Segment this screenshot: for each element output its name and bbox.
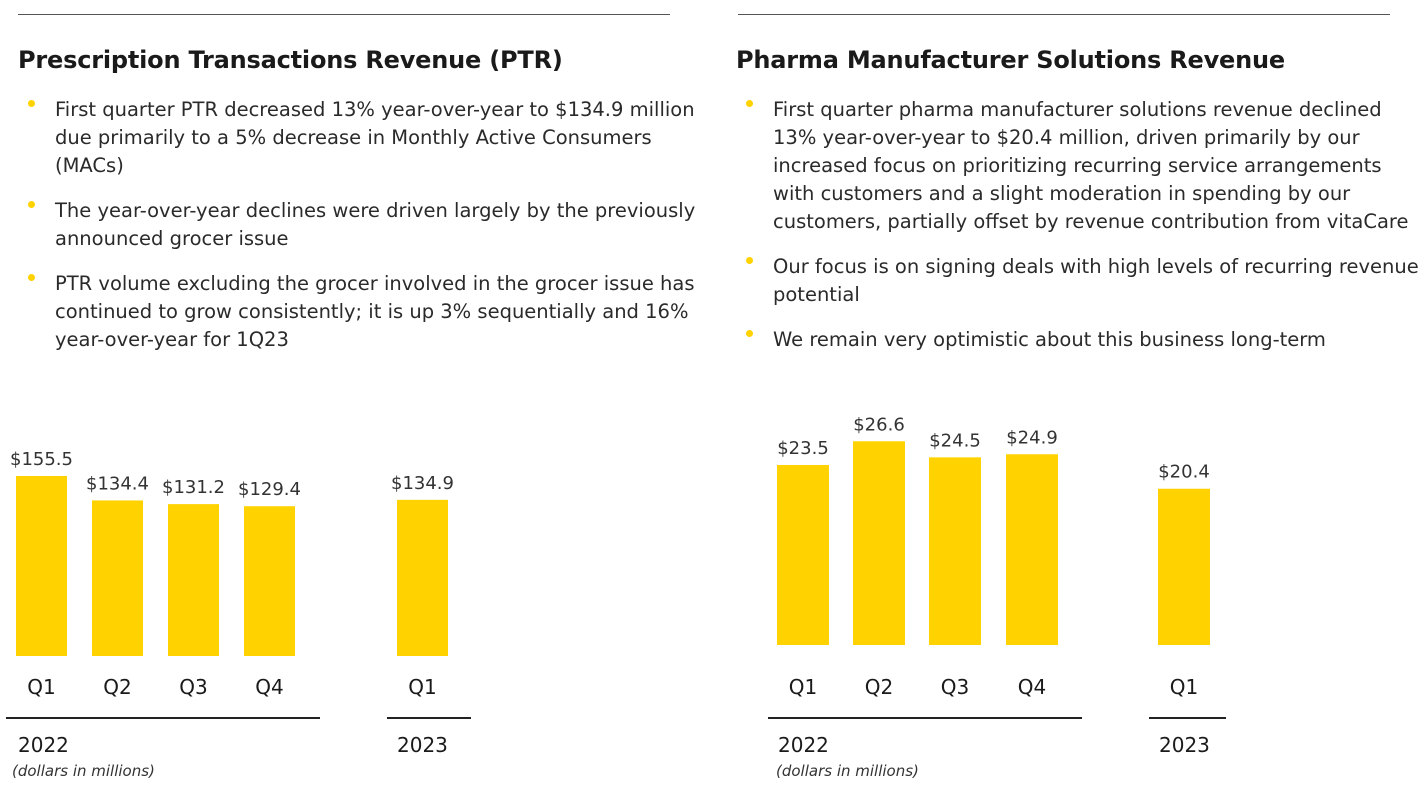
year-label: 2022	[18, 733, 69, 757]
data-label: $23.5	[777, 438, 829, 459]
footnote: (dollars in millions)	[776, 762, 919, 780]
category-label: Q2	[865, 675, 893, 699]
bar	[92, 500, 143, 656]
ptr-panel: Prescription Transactions Revenue (PTR) …	[0, 0, 712, 802]
bar	[16, 476, 67, 656]
category-label: Q1	[1170, 675, 1198, 699]
category-label: Q3	[941, 675, 969, 699]
year-label: 2022	[778, 733, 829, 757]
pharma-panel: Pharma Manufacturer Solutions Revenue Fi…	[718, 0, 1426, 802]
bar	[397, 499, 448, 656]
data-label: $26.6	[853, 414, 905, 435]
panel-title: Pharma Manufacturer Solutions Revenue	[736, 46, 1285, 74]
data-label: $134.4	[86, 473, 149, 494]
bullet-item: The year-over-year declines were driven …	[18, 197, 708, 253]
category-label: Q1	[408, 675, 436, 699]
bullet-item: First quarter pharma manufacturer soluti…	[736, 96, 1426, 236]
data-label: $129.4	[238, 479, 301, 500]
bullet-item: Our focus is on signing deals with high …	[736, 253, 1426, 309]
pharma-bar-chart: $23.5 Q1 $26.6 Q2 $24.5 Q3 $24.9 Q4 $20.4 Q1 2022 2…	[768, 414, 1226, 757]
bullet-dot-icon	[746, 330, 753, 337]
bullet-dot-icon	[28, 274, 35, 281]
bar	[1006, 454, 1058, 645]
bar	[853, 441, 905, 645]
footnote: (dollars in millions)	[12, 762, 155, 780]
data-label: $24.9	[1006, 427, 1058, 448]
category-label: Q2	[103, 675, 131, 699]
bullet-item: PTR volume excluding the grocer involved…	[18, 270, 708, 354]
top-rule	[738, 14, 1390, 15]
bullet-dot-icon	[746, 100, 753, 107]
bullet-dot-icon	[28, 100, 35, 107]
year-label: 2023	[1159, 733, 1210, 757]
bullet-dot-icon	[746, 257, 753, 264]
data-label: $20.4	[1158, 462, 1210, 483]
bar	[244, 506, 295, 656]
bullet-item: First quarter PTR decreased 13% year-ove…	[18, 96, 708, 180]
bullet-list: First quarter PTR decreased 13% year-ove…	[18, 96, 708, 371]
bar	[168, 504, 219, 656]
bullet-dot-icon	[28, 201, 35, 208]
data-label: $131.2	[162, 477, 225, 498]
category-label: Q3	[179, 675, 207, 699]
bar	[777, 465, 829, 645]
bar	[1158, 488, 1210, 645]
panel-title: Prescription Transactions Revenue (PTR)	[18, 46, 563, 74]
category-label: Q1	[789, 675, 817, 699]
category-label: Q4	[255, 675, 283, 699]
category-label: Q1	[27, 675, 55, 699]
bullet-item: We remain very optimistic about this bus…	[736, 326, 1426, 354]
ptr-bar-chart: $155.5 Q1 $134.4 Q2 $131.2 Q3 $129.4 Q4 $134.9 Q1…	[6, 449, 471, 757]
bar	[929, 457, 981, 645]
data-label: $134.9	[391, 473, 454, 494]
data-label: $155.5	[10, 449, 73, 470]
bullet-list: First quarter pharma manufacturer soluti…	[736, 96, 1426, 371]
top-rule	[18, 14, 670, 15]
category-label: Q4	[1018, 675, 1046, 699]
year-label: 2023	[397, 733, 448, 757]
data-label: $24.5	[929, 430, 981, 451]
